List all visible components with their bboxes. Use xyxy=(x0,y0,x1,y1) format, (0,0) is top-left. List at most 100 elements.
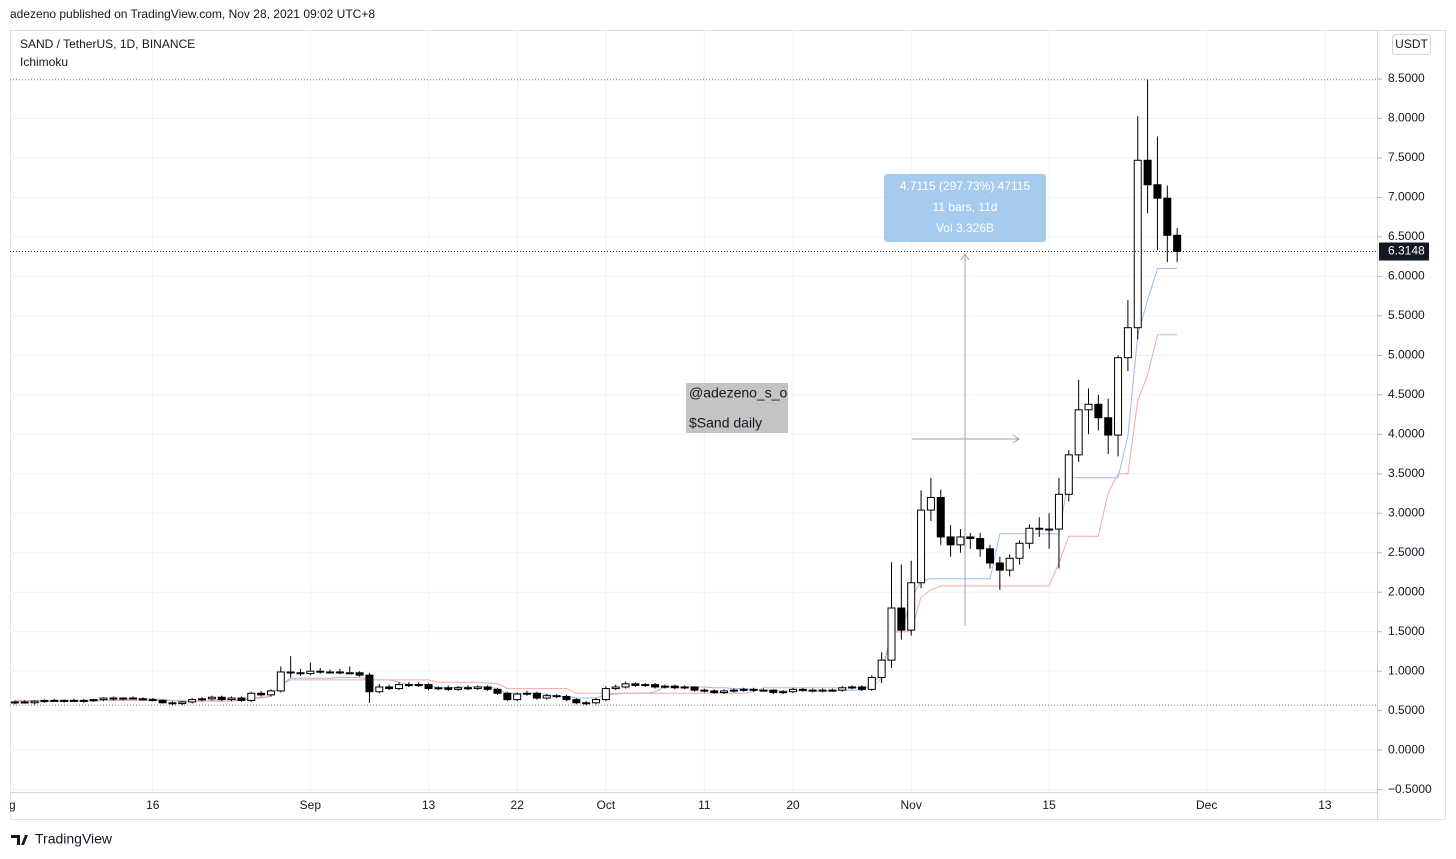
candle-body xyxy=(306,670,315,675)
candle-body xyxy=(769,689,778,694)
y-tick-label: 8.0000 xyxy=(1388,111,1425,125)
candle-body xyxy=(877,659,886,679)
candle-body xyxy=(789,688,797,693)
candle-body xyxy=(1005,557,1014,571)
candle-body xyxy=(572,699,581,704)
x-tick-label: 22 xyxy=(511,798,525,812)
candle-body xyxy=(69,699,78,702)
candle-body xyxy=(641,684,650,687)
candle-body xyxy=(1104,417,1113,436)
brand-logo xyxy=(11,835,28,845)
y-tick-label: −0.5000 xyxy=(1388,782,1432,796)
candle-body xyxy=(138,698,147,701)
candle-body xyxy=(917,509,926,584)
y-tick-label: 6.5000 xyxy=(1388,229,1425,243)
x-tick-label: 16 xyxy=(146,798,160,812)
candle-body xyxy=(404,684,413,687)
candle-body xyxy=(129,697,138,700)
candle-body xyxy=(532,692,541,699)
time-axis: Aug 16 Sep 13 22 Oct 11 20 Nov 15 Dec 13 xyxy=(0,798,1332,812)
candle-body xyxy=(493,688,502,694)
x-tick-label: 13 xyxy=(1318,798,1332,812)
y-tick-label: 5.0000 xyxy=(1388,348,1425,362)
candle-body xyxy=(395,684,403,690)
candle-body xyxy=(335,671,344,674)
candle-body xyxy=(562,695,571,701)
candle-body xyxy=(887,607,896,661)
candle-body xyxy=(119,697,128,700)
ichimoku-line xyxy=(14,268,1178,703)
y-tick-label: 7.0000 xyxy=(1388,190,1425,204)
candle-body xyxy=(523,692,532,695)
candle-body xyxy=(818,689,827,692)
candle-body xyxy=(838,687,847,691)
candle-body xyxy=(168,702,177,705)
candle-body xyxy=(286,671,295,674)
candle-body xyxy=(956,536,965,546)
candle-body xyxy=(966,536,975,540)
candle-body xyxy=(710,690,719,694)
note-text: @adezeno_s_o xyxy=(689,385,788,401)
candle-body xyxy=(247,692,256,701)
x-tick-label: 15 xyxy=(1042,798,1056,812)
brand-name: TradingView xyxy=(35,831,113,847)
candle-body xyxy=(79,699,88,702)
x-tick-label: Aug xyxy=(0,798,16,812)
chart-frame xyxy=(10,30,1446,820)
measure-text: Vol 3.326B xyxy=(936,221,994,235)
candle-body xyxy=(109,697,118,700)
candle-body xyxy=(995,562,1004,571)
candle-body xyxy=(670,685,679,689)
y-tick-label: 6.0000 xyxy=(1388,269,1425,283)
y-tick-label: 4.5000 xyxy=(1388,387,1425,401)
x-tick-label: Nov xyxy=(901,798,922,812)
symbol-title: SAND / TetherUS, 1D, BINANCE xyxy=(20,37,195,51)
candle-body xyxy=(345,672,354,675)
y-tick-label: 1.0000 xyxy=(1388,663,1425,677)
candle-body xyxy=(779,691,788,694)
candle-body xyxy=(1173,234,1182,253)
candle-body xyxy=(473,686,482,690)
candle-body xyxy=(237,697,246,701)
candle-body xyxy=(848,686,857,689)
plot-area xyxy=(10,79,1377,706)
x-tick-label: 11 xyxy=(698,798,711,812)
candle-body xyxy=(690,686,699,691)
grid xyxy=(10,30,1377,792)
candle-body xyxy=(1064,454,1073,495)
candle-body xyxy=(926,496,935,511)
currency-label[interactable]: USDT xyxy=(1395,37,1428,51)
candle-body xyxy=(1074,409,1083,456)
y-tick-label: 5.5000 xyxy=(1388,308,1425,322)
currency-badge[interactable] xyxy=(1392,34,1431,55)
candle-body xyxy=(601,688,610,701)
publisher: adezeno published on TradingView.com, No… xyxy=(10,7,375,21)
candle-body xyxy=(355,672,364,676)
x-tick-label: 13 xyxy=(422,798,436,812)
candle-body xyxy=(936,496,945,538)
measure-arrow xyxy=(960,253,970,261)
x-tick-label: Sep xyxy=(300,798,322,812)
y-tick-label: 7.5000 xyxy=(1388,150,1425,164)
candle-body xyxy=(592,699,600,704)
candle-body xyxy=(454,687,463,690)
candle-body xyxy=(1153,184,1162,199)
candle-body xyxy=(375,686,384,693)
candle-body xyxy=(296,672,305,675)
y-tick-label: 0.5000 xyxy=(1388,703,1425,717)
measure-arrow xyxy=(1012,434,1020,444)
candle-body xyxy=(700,689,709,692)
candle-body xyxy=(89,699,98,702)
candle-body xyxy=(326,671,335,674)
candle-body xyxy=(1025,527,1034,544)
candle-body xyxy=(1054,493,1063,530)
candle-body xyxy=(40,699,49,702)
candle-body xyxy=(631,683,640,686)
candle-body xyxy=(20,701,29,704)
candle-body xyxy=(10,701,19,704)
candle-body xyxy=(798,688,807,691)
candle-body xyxy=(463,687,472,690)
candle-body xyxy=(276,671,285,692)
candle-body xyxy=(207,696,216,700)
